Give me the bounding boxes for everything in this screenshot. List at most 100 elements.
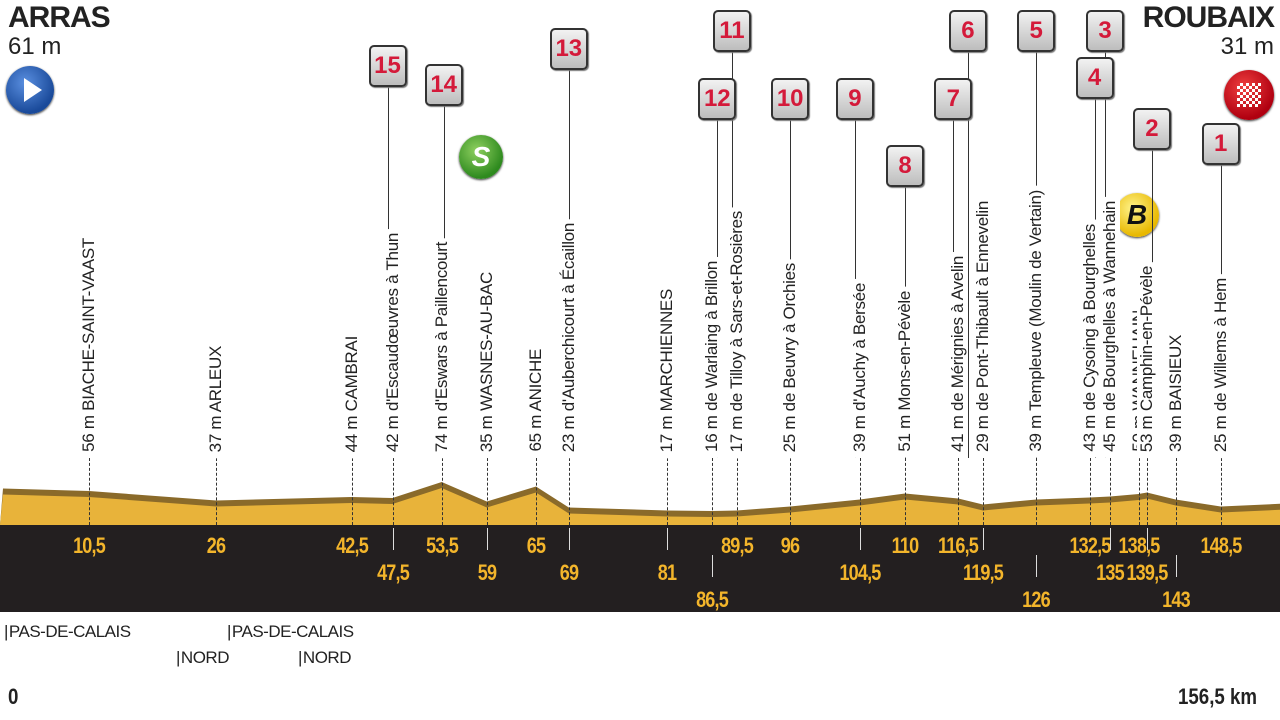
dashed-line: [536, 458, 537, 525]
km-tick: [1146, 528, 1148, 550]
dashed-line: [712, 458, 714, 525]
axis-start: 0: [8, 684, 19, 709]
dashed-line: [905, 458, 906, 525]
km-marker: 132,5: [1068, 533, 1111, 558]
km-marker: 139,5: [1126, 560, 1168, 585]
location-label: 29 m de Pont-Thibault à Ennevelin: [972, 197, 993, 458]
km-marker: 65: [526, 533, 546, 558]
bonus-icon: B: [1115, 193, 1159, 237]
cobble-sector-10: 10: [771, 78, 810, 120]
km-marker: 126: [1022, 587, 1051, 612]
dashed-line: [392, 458, 394, 525]
dashed-line: [441, 458, 443, 525]
dashed-line: [486, 458, 488, 525]
km-marker: 119,5: [962, 560, 1004, 585]
dashed-line: [89, 458, 91, 525]
dashed-line: [1036, 458, 1038, 525]
cobble-sector-9: 9: [835, 78, 874, 120]
location-label: 43 m de Cysoing à Bourghelles: [1079, 220, 1100, 458]
km-marker: 42,5: [335, 533, 369, 558]
km-marker: 59: [477, 560, 497, 585]
km-tick: [859, 528, 861, 550]
location-label: 45 m de Bourghelles à Wannehain: [1100, 197, 1120, 458]
start-altitude: 61 m: [8, 33, 62, 60]
cobble-sector-14: 14: [424, 64, 463, 106]
cobble-sector-15: 15: [368, 45, 407, 87]
km-marker: 148,5: [1200, 533, 1242, 558]
location-label: 25 m de Willems à Hem: [1210, 273, 1231, 458]
km-marker: 89,5: [720, 533, 754, 558]
dashed-line: [736, 458, 738, 525]
finish-altitude: 31 m: [1220, 33, 1274, 60]
km-marker: 47,5: [376, 560, 410, 585]
km-tick: [392, 528, 394, 550]
cobble-sector-3: 3: [1086, 10, 1124, 52]
checkered-flag-icon: [1224, 70, 1274, 120]
location-label: 42 m d'Escaudœuvres à Thun: [382, 228, 403, 458]
km-marker: 69: [559, 560, 579, 585]
dashed-line: [1110, 458, 1111, 525]
elevation-profile: [0, 482, 1280, 612]
dashed-line: [667, 458, 669, 525]
km-tick: [486, 528, 488, 550]
km-marker: 116,5: [938, 533, 979, 558]
km-marker: 104,5: [839, 560, 881, 585]
profile-fill: [0, 488, 1280, 525]
cobble-sector-2: 2: [1132, 108, 1171, 150]
location-label: 39 m BAISIEUX: [1165, 330, 1186, 458]
dashed-line: [351, 458, 353, 525]
km-tick: [712, 555, 714, 577]
location-label: 37 m ARLEUX: [206, 341, 227, 458]
km-marker: 135: [1096, 560, 1124, 585]
km-marker: 138,5: [1118, 533, 1160, 558]
dashed-line: [859, 458, 861, 525]
dashed-line: [216, 458, 218, 525]
location-label: 74 m d'Eswars à Paillencourt: [431, 237, 452, 458]
location-label: 17 m MARCHIENNES: [657, 284, 678, 458]
km-band: [0, 525, 1280, 612]
location-label: 16 m de Warlaing à Brillon: [702, 257, 723, 458]
location-label: 65 m ANICHE: [526, 345, 546, 458]
location-label: 56 m BIACHE-SAINT-VAAST: [79, 234, 100, 458]
cobble-sector-5: 5: [1017, 10, 1056, 52]
cobble-sector-13: 13: [549, 28, 588, 70]
sector-connector: [967, 50, 969, 458]
location-label: 17 m de Tilloy à Sars-et-Rosières: [726, 206, 747, 458]
km-tick: [1036, 555, 1038, 577]
km-marker: 143: [1161, 587, 1190, 612]
axis-end: 156,5 km: [1178, 684, 1258, 709]
location-label: 23 m d'Auberchicourt à Écaillon: [558, 218, 579, 458]
dashed-line: [982, 458, 984, 525]
cobble-sector-8: 8: [886, 145, 924, 187]
department-label: PAS-DE-CALAIS: [227, 622, 354, 642]
start-city: ARRAS: [8, 1, 111, 34]
km-marker: 81: [657, 560, 677, 585]
cobble-sector-4: 4: [1075, 57, 1114, 99]
location-label: 44 m CAMBRAI: [341, 331, 362, 458]
dashed-line: [1220, 458, 1222, 525]
location-label: 51 m Mons-en-Pévèle: [895, 287, 915, 458]
cobble-sector-7: 7: [934, 78, 973, 120]
km-tick: [1110, 528, 1111, 550]
cobble-sector-6: 6: [948, 10, 987, 52]
km-marker: 96: [780, 533, 800, 558]
location-label: 41 m de Mérignies à Avelin: [948, 251, 969, 458]
km-marker: 26: [206, 533, 226, 558]
km-tick: [568, 528, 570, 550]
km-marker: 86,5: [696, 587, 729, 612]
km-marker: 53,5: [425, 533, 459, 558]
km-tick: [667, 528, 669, 550]
dashed-line: [790, 458, 792, 525]
dashed-line: [568, 458, 570, 525]
location-label: 25 m de Beuvry à Orchies: [780, 258, 801, 458]
start-arrow-icon: [6, 66, 54, 114]
cobble-sector-11: 11: [712, 10, 751, 52]
dashed-line: [1175, 458, 1177, 525]
department-label: NORD: [176, 648, 230, 668]
km-tick: [982, 528, 984, 550]
sprint-icon: S: [459, 135, 503, 179]
km-tick: [1175, 555, 1177, 577]
dashed-line: [958, 458, 960, 525]
location-label: 39 m d'Auchy à Bersée: [849, 279, 870, 458]
location-label: 53 m Camphin-en-Pévèle: [1136, 261, 1157, 458]
